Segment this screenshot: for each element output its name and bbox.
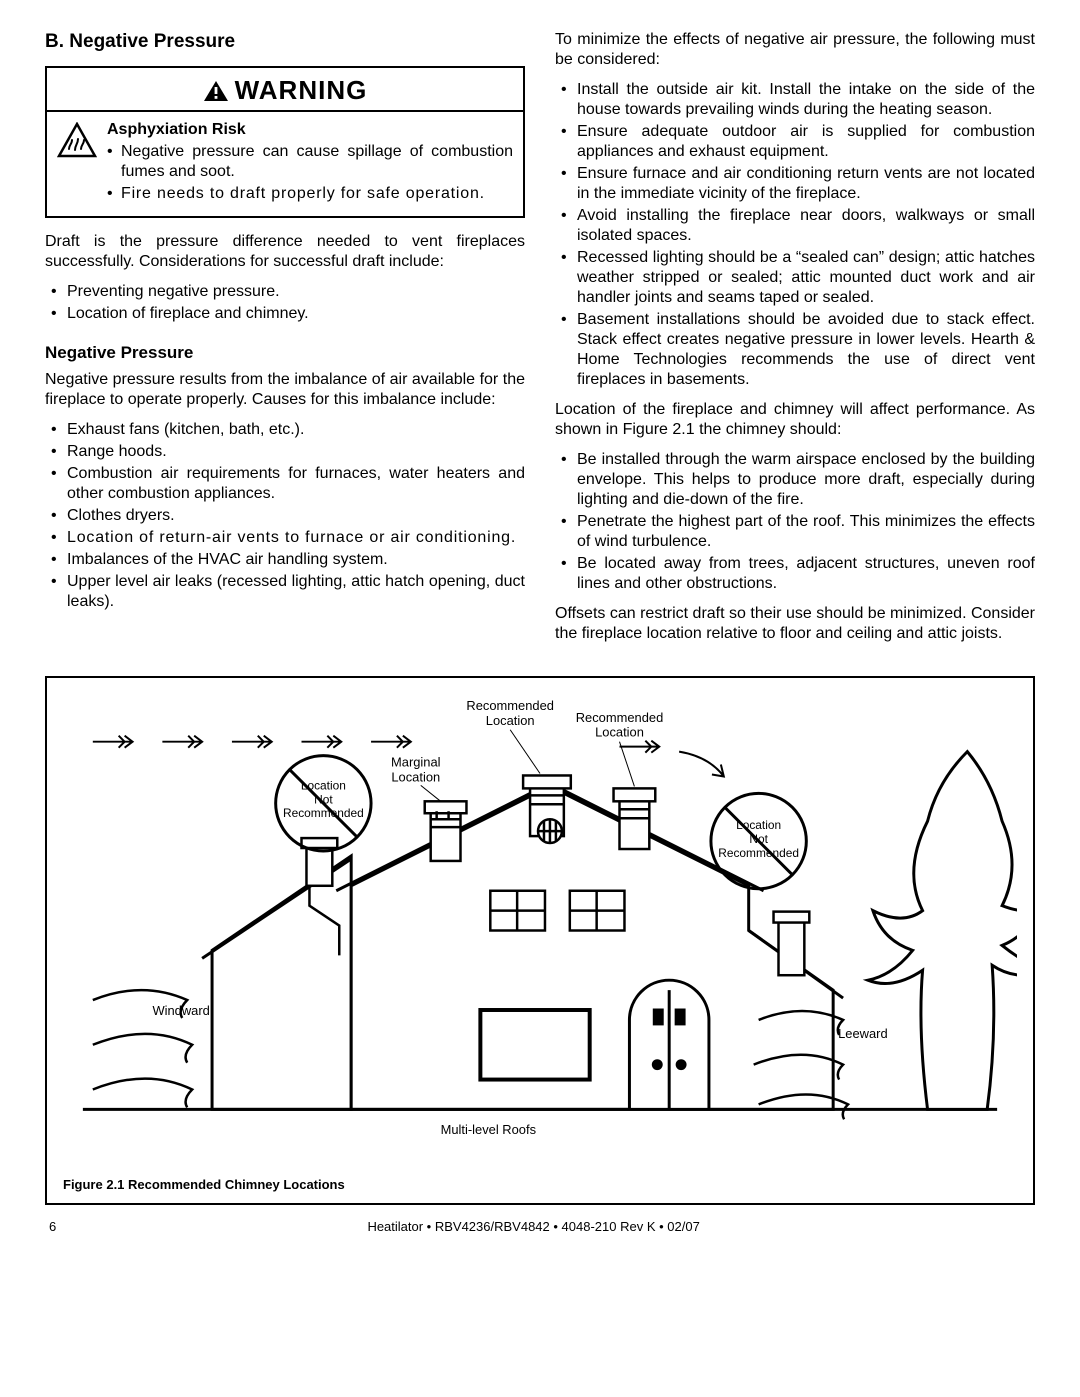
- list-item: Combustion air requirements for furnaces…: [45, 464, 525, 504]
- minimize-intro: To minimize the effects of negative air …: [555, 30, 1035, 70]
- figure-caption: Figure 2.1 Recommended Chimney Locations: [63, 1177, 1017, 1193]
- list-item: Ensure furnace and air conditioning retu…: [555, 164, 1035, 204]
- list-item: Upper level air leaks (recessed lighting…: [45, 572, 525, 612]
- label-rec1b: Location: [486, 713, 535, 728]
- label-rec1: Recommended: [466, 698, 554, 713]
- label-rec2b: Location: [595, 725, 644, 740]
- warning-item: Negative pressure can cause spillage of …: [107, 142, 513, 182]
- minimize-list: Install the outside air kit. Install the…: [555, 80, 1035, 390]
- warning-header: WARNING: [47, 68, 523, 113]
- label-not2b: Not: [749, 832, 768, 846]
- label-marg: Marginal: [391, 755, 441, 770]
- page-number: 6: [49, 1219, 56, 1235]
- figure-box: Recommended Location Recommended Locatio…: [45, 676, 1035, 1205]
- label-not2c: Recommended: [718, 846, 799, 860]
- list-item: Install the outside air kit. Install the…: [555, 80, 1035, 120]
- loc-intro: Location of the fireplace and chimney wi…: [555, 400, 1035, 440]
- list-item: Location of fireplace and chimney.: [45, 304, 525, 324]
- right-column: To minimize the effects of negative air …: [555, 30, 1035, 654]
- label-windward: Windward: [152, 1003, 209, 1018]
- warning-item: Fire needs to draft properly for safe op…: [107, 184, 513, 204]
- hot-surface-icon: [57, 122, 97, 158]
- warning-title: WARNING: [235, 75, 368, 105]
- list-item: Preventing negative pressure.: [45, 282, 525, 302]
- list-item: Location of return-air vents to furnace …: [45, 528, 525, 548]
- list-item: Exhaust fans (kitchen, bath, etc.).: [45, 420, 525, 440]
- list-item: Avoid installing the fireplace near door…: [555, 206, 1035, 246]
- page-footer: 6 Heatilator • RBV4236/RBV4842 • 4048-21…: [45, 1219, 1035, 1235]
- draft-list: Preventing negative pressure. Location o…: [45, 282, 525, 324]
- chimney-diagram: Recommended Location Recommended Locatio…: [63, 692, 1017, 1169]
- label-leeward: Leeward: [838, 1026, 888, 1041]
- left-column: B. Negative Pressure WARNING Asphyxiatio…: [45, 30, 525, 654]
- offsets-text: Offsets can restrict draft so their use …: [555, 604, 1035, 644]
- label-multi: Multi-level Roofs: [441, 1122, 536, 1137]
- label-not1b: Not: [314, 792, 333, 806]
- list-item: Basement installations should be avoided…: [555, 310, 1035, 390]
- list-item: Ensure adequate outdoor air is supplied …: [555, 122, 1035, 162]
- draft-intro: Draft is the pressure difference needed …: [45, 232, 525, 272]
- list-item: Imbalances of the HVAC air handling syst…: [45, 550, 525, 570]
- list-item: Be located away from trees, adjacent str…: [555, 554, 1035, 594]
- label-not2a: Location: [736, 818, 781, 832]
- label-not1a: Location: [301, 778, 346, 792]
- np-heading: Negative Pressure: [45, 342, 525, 363]
- np-list: Exhaust fans (kitchen, bath, etc.). Rang…: [45, 420, 525, 612]
- list-item: Penetrate the highest part of the roof. …: [555, 512, 1035, 552]
- list-item: Range hoods.: [45, 442, 525, 462]
- label-rec2: Recommended: [576, 710, 664, 725]
- list-item: Clothes dryers.: [45, 506, 525, 526]
- section-heading: B. Negative Pressure: [45, 30, 525, 54]
- warning-box: WARNING Asphyxiation Risk Negative press…: [45, 66, 525, 219]
- loc-list: Be installed through the warm airspace e…: [555, 450, 1035, 594]
- label-margb: Location: [391, 769, 440, 784]
- risk-title: Asphyxiation Risk: [107, 120, 513, 140]
- np-intro: Negative pressure results from the imbal…: [45, 370, 525, 410]
- warning-triangle-icon: [203, 80, 229, 102]
- warning-list: Negative pressure can cause spillage of …: [107, 142, 513, 204]
- list-item: Be installed through the warm airspace e…: [555, 450, 1035, 510]
- label-not1c: Recommended: [283, 806, 364, 820]
- doc-id: Heatilator • RBV4236/RBV4842 • 4048-210 …: [367, 1219, 699, 1235]
- list-item: Recessed lighting should be a “sealed ca…: [555, 248, 1035, 308]
